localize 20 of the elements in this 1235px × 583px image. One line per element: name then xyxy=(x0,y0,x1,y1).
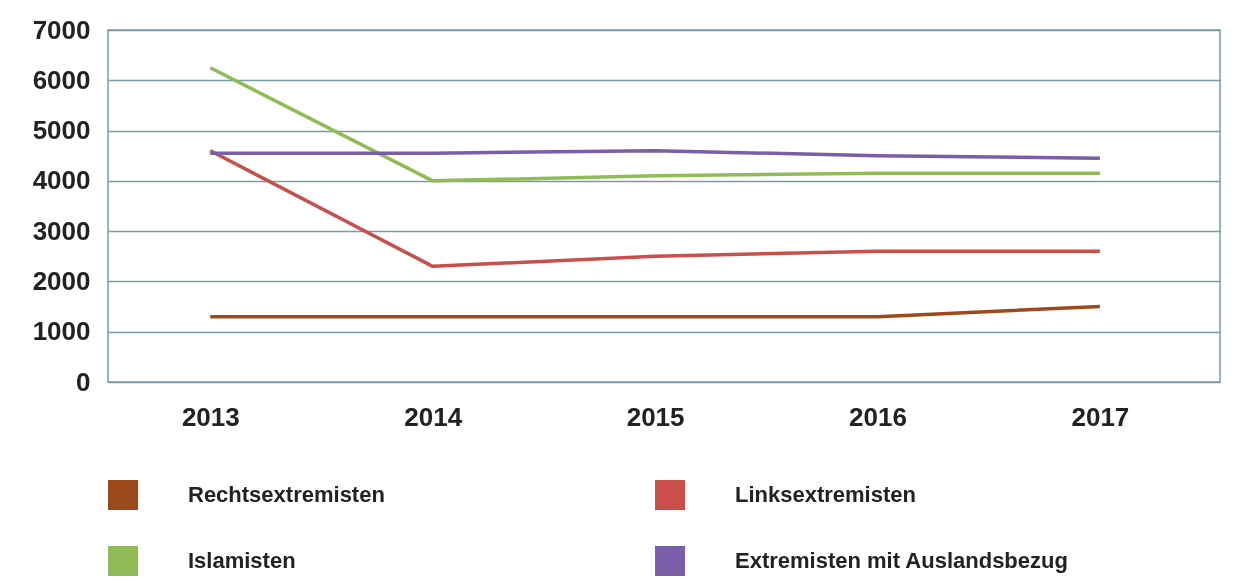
y-tick-label: 2000 xyxy=(32,265,91,296)
legend-label: Rechtsextremisten xyxy=(188,482,385,507)
legend-label: Islamisten xyxy=(188,548,296,573)
x-tick-label: 2015 xyxy=(626,401,685,432)
y-tick-label: 6000 xyxy=(32,64,91,95)
y-tick-label: 7000 xyxy=(32,14,91,45)
legend-label: Extremisten mit Auslandsbezug xyxy=(735,548,1068,573)
line-series xyxy=(208,148,1102,269)
y-tick-label: 0 xyxy=(76,366,91,397)
x-tick-label: 2013 xyxy=(181,401,240,432)
y-tick-label: 1000 xyxy=(32,316,91,347)
x-tick-label: 2017 xyxy=(1071,401,1130,432)
y-tick-label: 3000 xyxy=(32,215,91,246)
x-tick-label: 2014 xyxy=(404,401,463,432)
line-series xyxy=(208,65,1102,183)
y-tick-label: 5000 xyxy=(32,115,91,146)
y-tick-label: 4000 xyxy=(32,165,91,196)
x-tick-label: 2016 xyxy=(849,401,907,432)
legend-label: Linksextremisten xyxy=(735,482,916,507)
line-series xyxy=(208,148,1102,160)
